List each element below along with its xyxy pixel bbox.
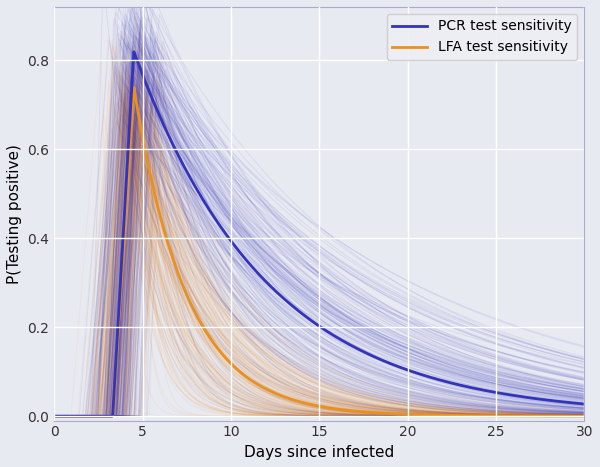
- X-axis label: Days since infected: Days since infected: [244, 445, 394, 460]
- Legend: PCR test sensitivity, LFA test sensitivity: PCR test sensitivity, LFA test sensitivi…: [386, 14, 577, 60]
- Y-axis label: P(Testing positive): P(Testing positive): [7, 144, 22, 284]
